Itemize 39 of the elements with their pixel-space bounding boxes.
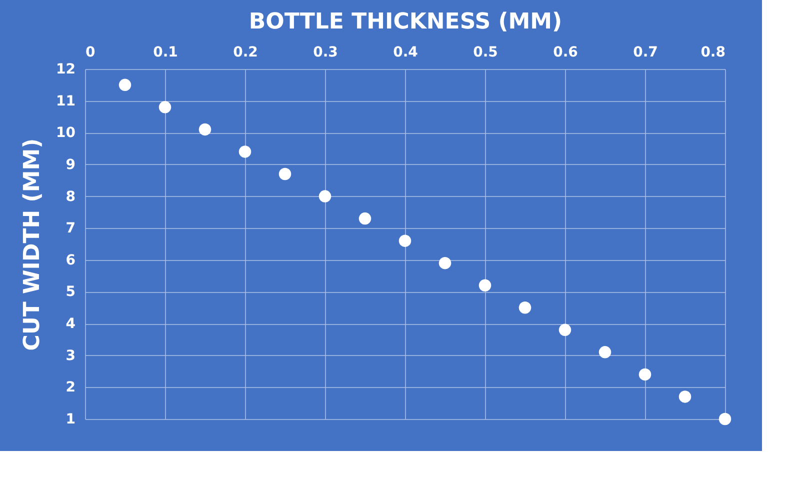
point (638, 368, 652, 381)
point (198, 123, 212, 136)
y-tick-label: 11 (56, 93, 76, 110)
y-tick-label: 12 (56, 62, 76, 78)
x-tick-label: 0.3 (313, 44, 338, 60)
y-tick-label: 1 (66, 412, 76, 428)
x-tick-label: 0.7 (633, 44, 658, 60)
point (238, 146, 252, 158)
point (158, 101, 172, 114)
x-axis-title: BOTTLE THICKNESS (MM) (248, 10, 562, 34)
point (118, 78, 132, 92)
x-tick-label: 0.2 (233, 44, 258, 60)
y-tick-label: 6 (66, 252, 76, 268)
y-tick-label: 10 (56, 125, 76, 142)
y-axis-title: CUT WIDTH (MM) (20, 138, 46, 351)
x-tick-label: 0.4 (393, 44, 418, 60)
point (278, 168, 292, 180)
x-tick-label: 0.1 (153, 44, 178, 60)
point (678, 390, 692, 403)
x-tick-label: 0 (86, 44, 96, 60)
point (358, 212, 372, 225)
y-tick-label: 7 (66, 220, 76, 237)
point (558, 324, 572, 336)
point (318, 190, 332, 202)
point (718, 412, 732, 426)
x-tick-label: 0.8 (700, 44, 726, 60)
x-tick-label: 0.5 (473, 44, 498, 60)
y-tick-label: 9 (66, 156, 76, 173)
point (478, 279, 492, 292)
point (598, 346, 612, 358)
y-tick-label: 8 (66, 188, 76, 205)
point (398, 234, 412, 247)
y-tick-label: 3 (66, 348, 76, 364)
y-tick-label: 4 (66, 316, 76, 332)
point (518, 302, 532, 314)
x-tick-label: 0.6 (553, 44, 578, 60)
point (438, 256, 452, 270)
y-tick-label: 2 (66, 380, 76, 396)
y-tick-label: 5 (66, 284, 76, 300)
